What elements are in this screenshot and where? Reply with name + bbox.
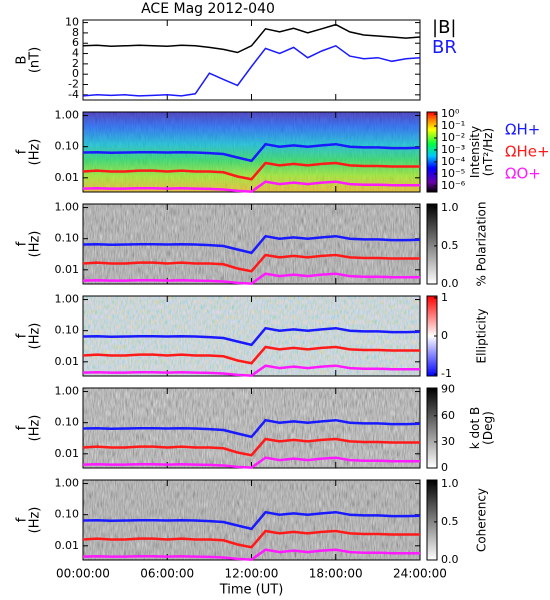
y-tick-label: -4	[68, 88, 79, 101]
colorbar-tick-label: 10⁻³	[441, 143, 465, 156]
colorbar	[426, 387, 438, 469]
y-axis-label: f	[15, 517, 30, 522]
y-tick-label: 1.00	[55, 293, 80, 306]
colorbar-tick-label: 30	[441, 435, 455, 448]
colorbar-label: Coherency	[475, 488, 489, 552]
data-line	[82, 418, 421, 439]
y-tick-label: 0.01	[55, 539, 80, 552]
colorbar-tick-label: 0.5	[441, 515, 459, 528]
y-axis-label: (Hz)	[28, 507, 43, 534]
y-axis-label: f	[15, 241, 30, 246]
data-line	[82, 180, 420, 193]
colorbar-tick-label: 0.0	[441, 553, 459, 566]
y-tick-label: 6	[72, 36, 79, 49]
y-axis-label: (Hz)	[28, 139, 43, 166]
colorbar-tick-label: 0.0	[441, 277, 459, 290]
y-axis-label: f	[15, 425, 30, 430]
data-line	[82, 44, 421, 97]
data-line	[82, 161, 420, 181]
y-tick-label: 0.10	[55, 324, 80, 337]
colorbar-label: Intensity	[468, 126, 482, 178]
y-tick-label: 0.01	[55, 355, 80, 368]
y-axis-label: (Hz)	[28, 323, 43, 350]
y-tick-label: 1.00	[55, 201, 80, 214]
y-axis-label: B	[15, 56, 30, 65]
y-tick-label: 1.00	[55, 477, 80, 490]
colorbar-label: (nT²/Hz)	[481, 128, 495, 176]
colorbar	[426, 479, 438, 561]
colorbar-label: Ellipticity	[475, 309, 489, 364]
y-axis-label: f	[15, 149, 30, 154]
colorbar-tick-label: 10⁻⁵	[441, 167, 465, 180]
y-tick-label: 10	[65, 16, 79, 29]
data-line	[82, 234, 421, 255]
x-tick-label: 24:00:00	[393, 567, 447, 581]
legend-label: |B|	[432, 17, 456, 38]
colorbar-tick-label: -1	[441, 367, 452, 380]
data-line	[82, 23, 421, 54]
y-tick-label: 0.10	[55, 508, 80, 521]
legend-label: BR	[432, 37, 457, 58]
legend-label: ΩO+	[505, 165, 541, 183]
y-tick-label: 4	[72, 47, 79, 60]
colorbar	[426, 203, 438, 285]
colorbar-tick-label: 1	[441, 291, 448, 304]
colorbar-label: k dot B	[468, 407, 482, 449]
legend-label: ΩH+	[505, 121, 540, 139]
colorbar-tick-label: 0	[441, 329, 448, 342]
data-line	[82, 456, 420, 469]
y-tick-label: 0.01	[55, 171, 80, 184]
colorbar	[426, 111, 438, 193]
colorbar-tick-label: 1.0	[441, 201, 459, 214]
legend-label: ΩHe+	[505, 143, 550, 161]
y-tick-label: 8	[72, 26, 79, 39]
colorbar-label: % Polarization	[475, 202, 489, 287]
data-line	[82, 345, 420, 365]
data-line	[82, 326, 421, 347]
y-tick-label: 1.00	[55, 109, 80, 122]
data-line	[82, 510, 421, 531]
y-tick-label: 0	[72, 67, 79, 80]
chart-title: ACE Mag 2012-040	[141, 1, 275, 17]
data-line	[82, 548, 420, 561]
y-tick-label: 0.10	[55, 416, 80, 429]
y-tick-label: 0.10	[55, 232, 80, 245]
x-tick-label: 06:00:00	[140, 567, 194, 581]
data-line	[82, 529, 420, 549]
colorbar-tick-label: 10⁻⁶	[441, 179, 466, 192]
colorbar-tick-label: 10⁻²	[441, 131, 465, 144]
colorbar-tick-label: 10⁰	[441, 107, 460, 120]
x-tick-label: 12:00:00	[225, 567, 279, 581]
y-axis-label: (Hz)	[28, 231, 43, 258]
y-tick-label: 2	[72, 57, 79, 70]
y-tick-label: 1.00	[55, 385, 80, 398]
y-axis-label: (nT)	[28, 47, 43, 73]
colorbar-tick-label: 10⁻⁴	[441, 155, 466, 168]
colorbar-label: (Deg)	[481, 411, 495, 445]
y-tick-label: 0.10	[55, 140, 80, 153]
x-tick-label: 00:00:00	[56, 567, 110, 581]
y-tick-label: 0.01	[55, 263, 80, 276]
data-line	[82, 272, 420, 285]
colorbar-tick-label: 0.5	[441, 239, 459, 252]
colorbar-tick-label: 1.0	[441, 477, 459, 490]
y-axis-label: f	[15, 333, 30, 338]
data-line	[82, 142, 421, 163]
colorbar-tick-label: 90	[441, 383, 455, 396]
x-axis-label: Time (UT)	[219, 583, 284, 598]
colorbar-tick-label: 0	[441, 461, 448, 474]
data-line	[82, 253, 420, 273]
x-tick-label: 18:00:00	[309, 567, 363, 581]
colorbar-tick-label: 10⁻¹	[441, 119, 465, 132]
data-line	[82, 364, 420, 377]
plot-frame	[82, 19, 421, 101]
y-tick-label: 0.01	[55, 447, 80, 460]
y-tick-label: -2	[68, 78, 79, 91]
colorbar-tick-label: 60	[441, 409, 455, 422]
data-line	[82, 437, 420, 457]
y-axis-label: (Hz)	[28, 415, 43, 442]
